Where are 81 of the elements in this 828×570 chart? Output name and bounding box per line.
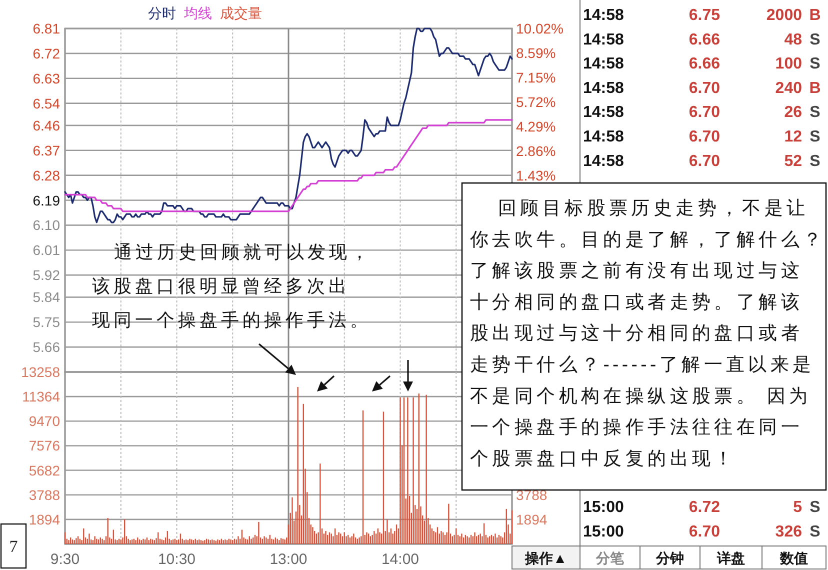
text: S [810,499,821,516]
text: 回顾目标股票历史走势，不是让你去吹牛。目的是了解，了解什么？了解该股票之前有没有出现过与这十分相同的盘口或者走势。了解该股出现过与这十分相同的盘口或者走势干什么？------了解一直以来是不是同个机构在操纵这股票。 因为一个操盘手的操作手法往往在同一个股票盘口中反复的出现！ [470,197,826,468]
text: 15:00 [583,499,624,516]
text: S [810,104,821,122]
y2-tick-label: 3788 [516,486,548,503]
text: 5 [793,499,802,516]
y2-tick-label: 2.86% [516,143,556,160]
y-tick-label: 6.37 [32,142,60,158]
y-tick-label: 6.63 [32,70,60,86]
y-tick-label: 5.75 [32,314,60,330]
text: S [810,128,821,146]
text: 分时 [148,5,176,21]
y-tick-label: 6.46 [32,117,60,134]
text: 48 [784,31,802,48]
text: 15:00 [583,523,624,540]
y-tick-label: 6.28 [32,167,60,184]
y-tick-label: 11364 [22,388,60,405]
annotation: 通过历史回顾就可以发现，该股盘口很明显曾经多次出现同一个操盘手的操作手法。 [92,242,372,330]
text: 7 [9,537,18,556]
text: S [810,56,821,73]
text: 326 [775,523,802,540]
y2-tick-label: 7.15% [516,70,556,86]
text: 14:58 [583,104,624,122]
y2-tick-label: 8.59% [516,45,556,62]
y2-tick-label: 5.72% [516,94,556,110]
text: 6.75 [688,7,720,24]
y2-tick-label: 4.29% [516,118,556,135]
text: 6.70 [688,523,720,540]
y-tick-label: 6.19 [32,192,60,208]
y-tick-label: 6.10 [32,217,60,234]
y-tick-label: 13258 [21,364,60,380]
y-tick-label: 6.54 [32,95,60,112]
text: 52 [784,152,802,170]
text: 成交量 [220,5,262,21]
x-tick-label: 14:00 [381,551,420,568]
x-tick-label: 10:30 [158,551,196,568]
text: 分笔 [595,550,625,566]
text: 14:58 [583,80,624,97]
text: 14:58 [583,31,624,48]
text: 操作▲ [524,550,567,566]
y2-tick-label: 10.02% [516,20,564,36]
text: 14:58 [583,56,624,73]
text: 100 [775,56,802,73]
text: 2000 [766,7,802,24]
text: 6.70 [688,152,720,170]
text: S [810,152,821,170]
y-tick-label: 9470 [28,413,60,430]
y2-tick-label: 1.43% [516,168,556,184]
text: B [809,80,821,97]
text: 6.70 [688,128,720,146]
text: 详盘 [716,550,745,566]
y-tick-label: 3788 [28,486,60,503]
text: 6.72 [688,499,720,516]
text: S [810,31,821,48]
text: 6.70 [688,104,720,122]
y-tick-label: 6.81 [32,20,60,36]
text: 14:58 [583,128,624,146]
text: 26 [784,104,802,122]
text: 6.70 [688,80,720,97]
y-tick-label: 5.92 [32,267,60,284]
y-tick-label: 1894 [28,511,60,528]
x-tick-label: 9:30 [50,551,80,568]
text: 12 [784,128,802,146]
y-tick-label: 6.01 [32,242,60,258]
text: 均线 [183,5,212,21]
x-tick-label: 13:00 [270,551,308,568]
text: 分钟 [655,550,684,566]
text: 6.66 [688,31,720,48]
y-tick-label: 6.72 [32,45,60,62]
text: 6.66 [688,56,720,73]
text: 数值 [779,550,808,566]
y-tick-label: 7576 [28,438,60,454]
text: 14:58 [583,152,624,170]
y2-tick-label: 1894 [516,511,548,528]
y-tick-label: 5682 [28,462,60,478]
text: S [810,523,821,540]
text: B [809,7,821,24]
y-tick-label: 5.66 [32,339,60,356]
text: 240 [775,80,802,97]
y-tick-label: 5.84 [32,289,60,306]
text: 14:58 [583,7,624,24]
